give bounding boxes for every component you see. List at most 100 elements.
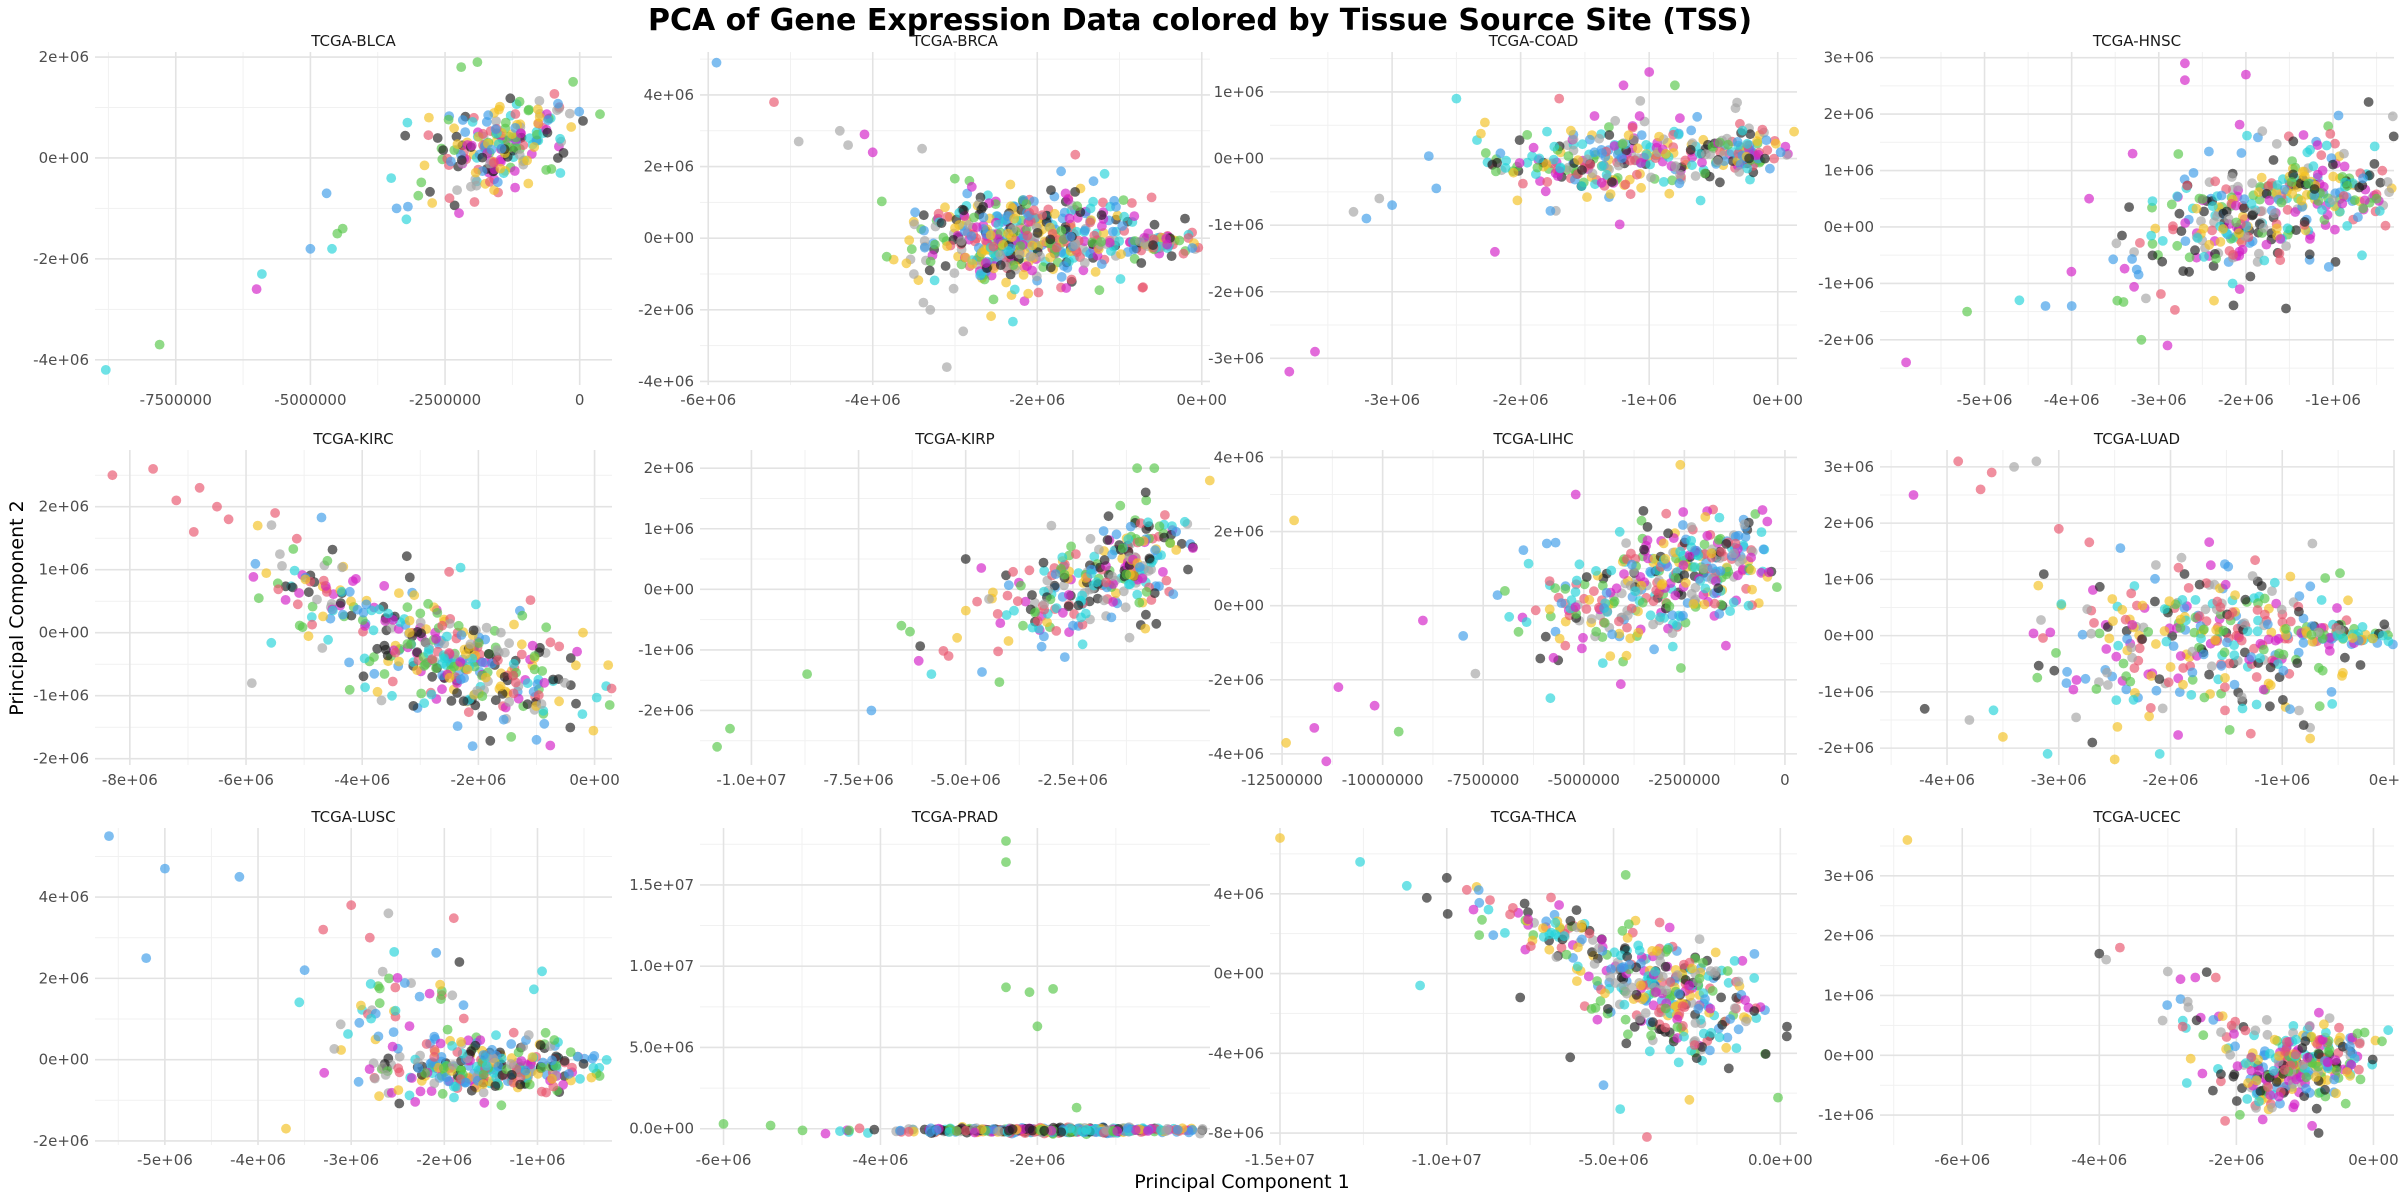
y-tick-label: 5.0e+06 bbox=[629, 1038, 694, 1056]
data-point bbox=[535, 1040, 546, 1050]
data-point bbox=[453, 620, 464, 631]
data-point bbox=[2275, 234, 2286, 244]
data-point bbox=[1059, 261, 1069, 271]
data-point bbox=[270, 508, 280, 518]
data-point bbox=[568, 76, 578, 87]
data-point bbox=[1646, 172, 1656, 183]
data-point bbox=[1045, 252, 1055, 263]
data-point bbox=[438, 1063, 449, 1073]
data-point bbox=[437, 1088, 448, 1099]
data-point bbox=[1635, 980, 1646, 991]
x-tick-label: -2e+06 bbox=[2208, 1151, 2264, 1169]
data-point bbox=[2118, 297, 2129, 307]
data-point bbox=[316, 512, 327, 523]
data-point bbox=[1066, 541, 1076, 552]
data-point bbox=[370, 1073, 380, 1084]
data-point bbox=[2278, 665, 2289, 676]
data-point bbox=[992, 609, 1003, 619]
data-point bbox=[509, 619, 519, 630]
data-point bbox=[2368, 633, 2378, 644]
data-point bbox=[2304, 1020, 2315, 1031]
data-point bbox=[2115, 942, 2125, 953]
data-point bbox=[2190, 972, 2201, 983]
data-point bbox=[2178, 679, 2188, 690]
data-point bbox=[1554, 900, 1564, 910]
data-point bbox=[1620, 943, 1630, 953]
data-point bbox=[2220, 1116, 2231, 1126]
data-point bbox=[2325, 129, 2336, 139]
data-point bbox=[390, 982, 401, 993]
data-point bbox=[1281, 737, 1291, 748]
x-tick-label: -1.0e+07 bbox=[716, 771, 786, 789]
data-point bbox=[506, 1059, 516, 1070]
data-point bbox=[1631, 989, 1642, 1000]
data-point bbox=[1572, 961, 1583, 972]
data-point bbox=[2228, 249, 2239, 260]
data-point bbox=[993, 219, 1004, 230]
data-point bbox=[1586, 614, 1597, 624]
data-point bbox=[1781, 1031, 1792, 1042]
data-point bbox=[1431, 183, 1442, 194]
data-point bbox=[474, 638, 484, 648]
data-point bbox=[2173, 562, 2184, 573]
data-point bbox=[2185, 1053, 2196, 1064]
data-point bbox=[346, 900, 357, 911]
x-tick-label: -1.0e+07 bbox=[1412, 1151, 1482, 1169]
data-point bbox=[1094, 285, 1105, 296]
data-point bbox=[408, 701, 419, 711]
data-point bbox=[1707, 563, 1718, 574]
y-tick-label: 2e+06 bbox=[1824, 105, 1874, 123]
data-point bbox=[966, 181, 977, 192]
data-point bbox=[1101, 577, 1111, 588]
data-point bbox=[427, 654, 438, 664]
data-point bbox=[2383, 636, 2394, 647]
data-point bbox=[346, 596, 356, 607]
data-point bbox=[1289, 515, 1299, 526]
data-point bbox=[1103, 511, 1114, 522]
panel-strip-label: TCGA-KIRP bbox=[914, 430, 994, 448]
data-point bbox=[1639, 544, 1649, 555]
data-point bbox=[525, 595, 536, 605]
data-point bbox=[1737, 125, 1748, 136]
data-point bbox=[1721, 640, 1731, 651]
data-point bbox=[437, 684, 447, 695]
data-point bbox=[2384, 187, 2395, 198]
data-point bbox=[1009, 284, 1020, 295]
data-point bbox=[2262, 1029, 2273, 1040]
data-point bbox=[449, 123, 459, 134]
data-point bbox=[2229, 650, 2240, 661]
data-point bbox=[995, 250, 1006, 260]
data-point bbox=[1670, 573, 1681, 583]
data-point bbox=[1534, 153, 1545, 164]
data-point bbox=[2176, 552, 2187, 563]
y-tick-label: 0e+00 bbox=[644, 229, 694, 247]
data-point bbox=[2182, 180, 2193, 191]
data-point bbox=[394, 1051, 405, 1062]
y-tick-label: -1e+06 bbox=[638, 641, 694, 659]
data-point bbox=[943, 651, 954, 661]
data-point bbox=[1741, 1016, 1751, 1027]
data-point bbox=[446, 696, 457, 706]
data-point bbox=[2109, 754, 2120, 765]
data-point bbox=[1132, 463, 1142, 474]
data-point bbox=[2251, 672, 2262, 682]
data-point bbox=[461, 1077, 471, 1088]
data-point bbox=[2335, 624, 2346, 635]
data-point bbox=[2053, 523, 2064, 534]
data-point bbox=[1096, 237, 1106, 247]
data-point bbox=[1570, 587, 1581, 597]
data-point bbox=[1049, 208, 1060, 219]
data-point bbox=[2272, 180, 2283, 190]
data-point bbox=[392, 973, 403, 983]
data-point bbox=[539, 718, 550, 729]
data-point bbox=[2330, 257, 2341, 267]
data-point bbox=[574, 106, 585, 117]
data-point bbox=[1495, 148, 1506, 159]
data-points bbox=[100, 57, 605, 375]
data-point bbox=[1740, 532, 1751, 542]
panel-tcga-hnsc: -5e+06 -4e+06 -3e+06 -2e+06 -1e+06-2e+06-1e+… bbox=[1818, 32, 2399, 409]
data-point bbox=[1483, 904, 1494, 915]
data-point bbox=[2309, 184, 2320, 194]
data-point bbox=[2254, 187, 2264, 198]
data-point bbox=[1601, 587, 1612, 598]
